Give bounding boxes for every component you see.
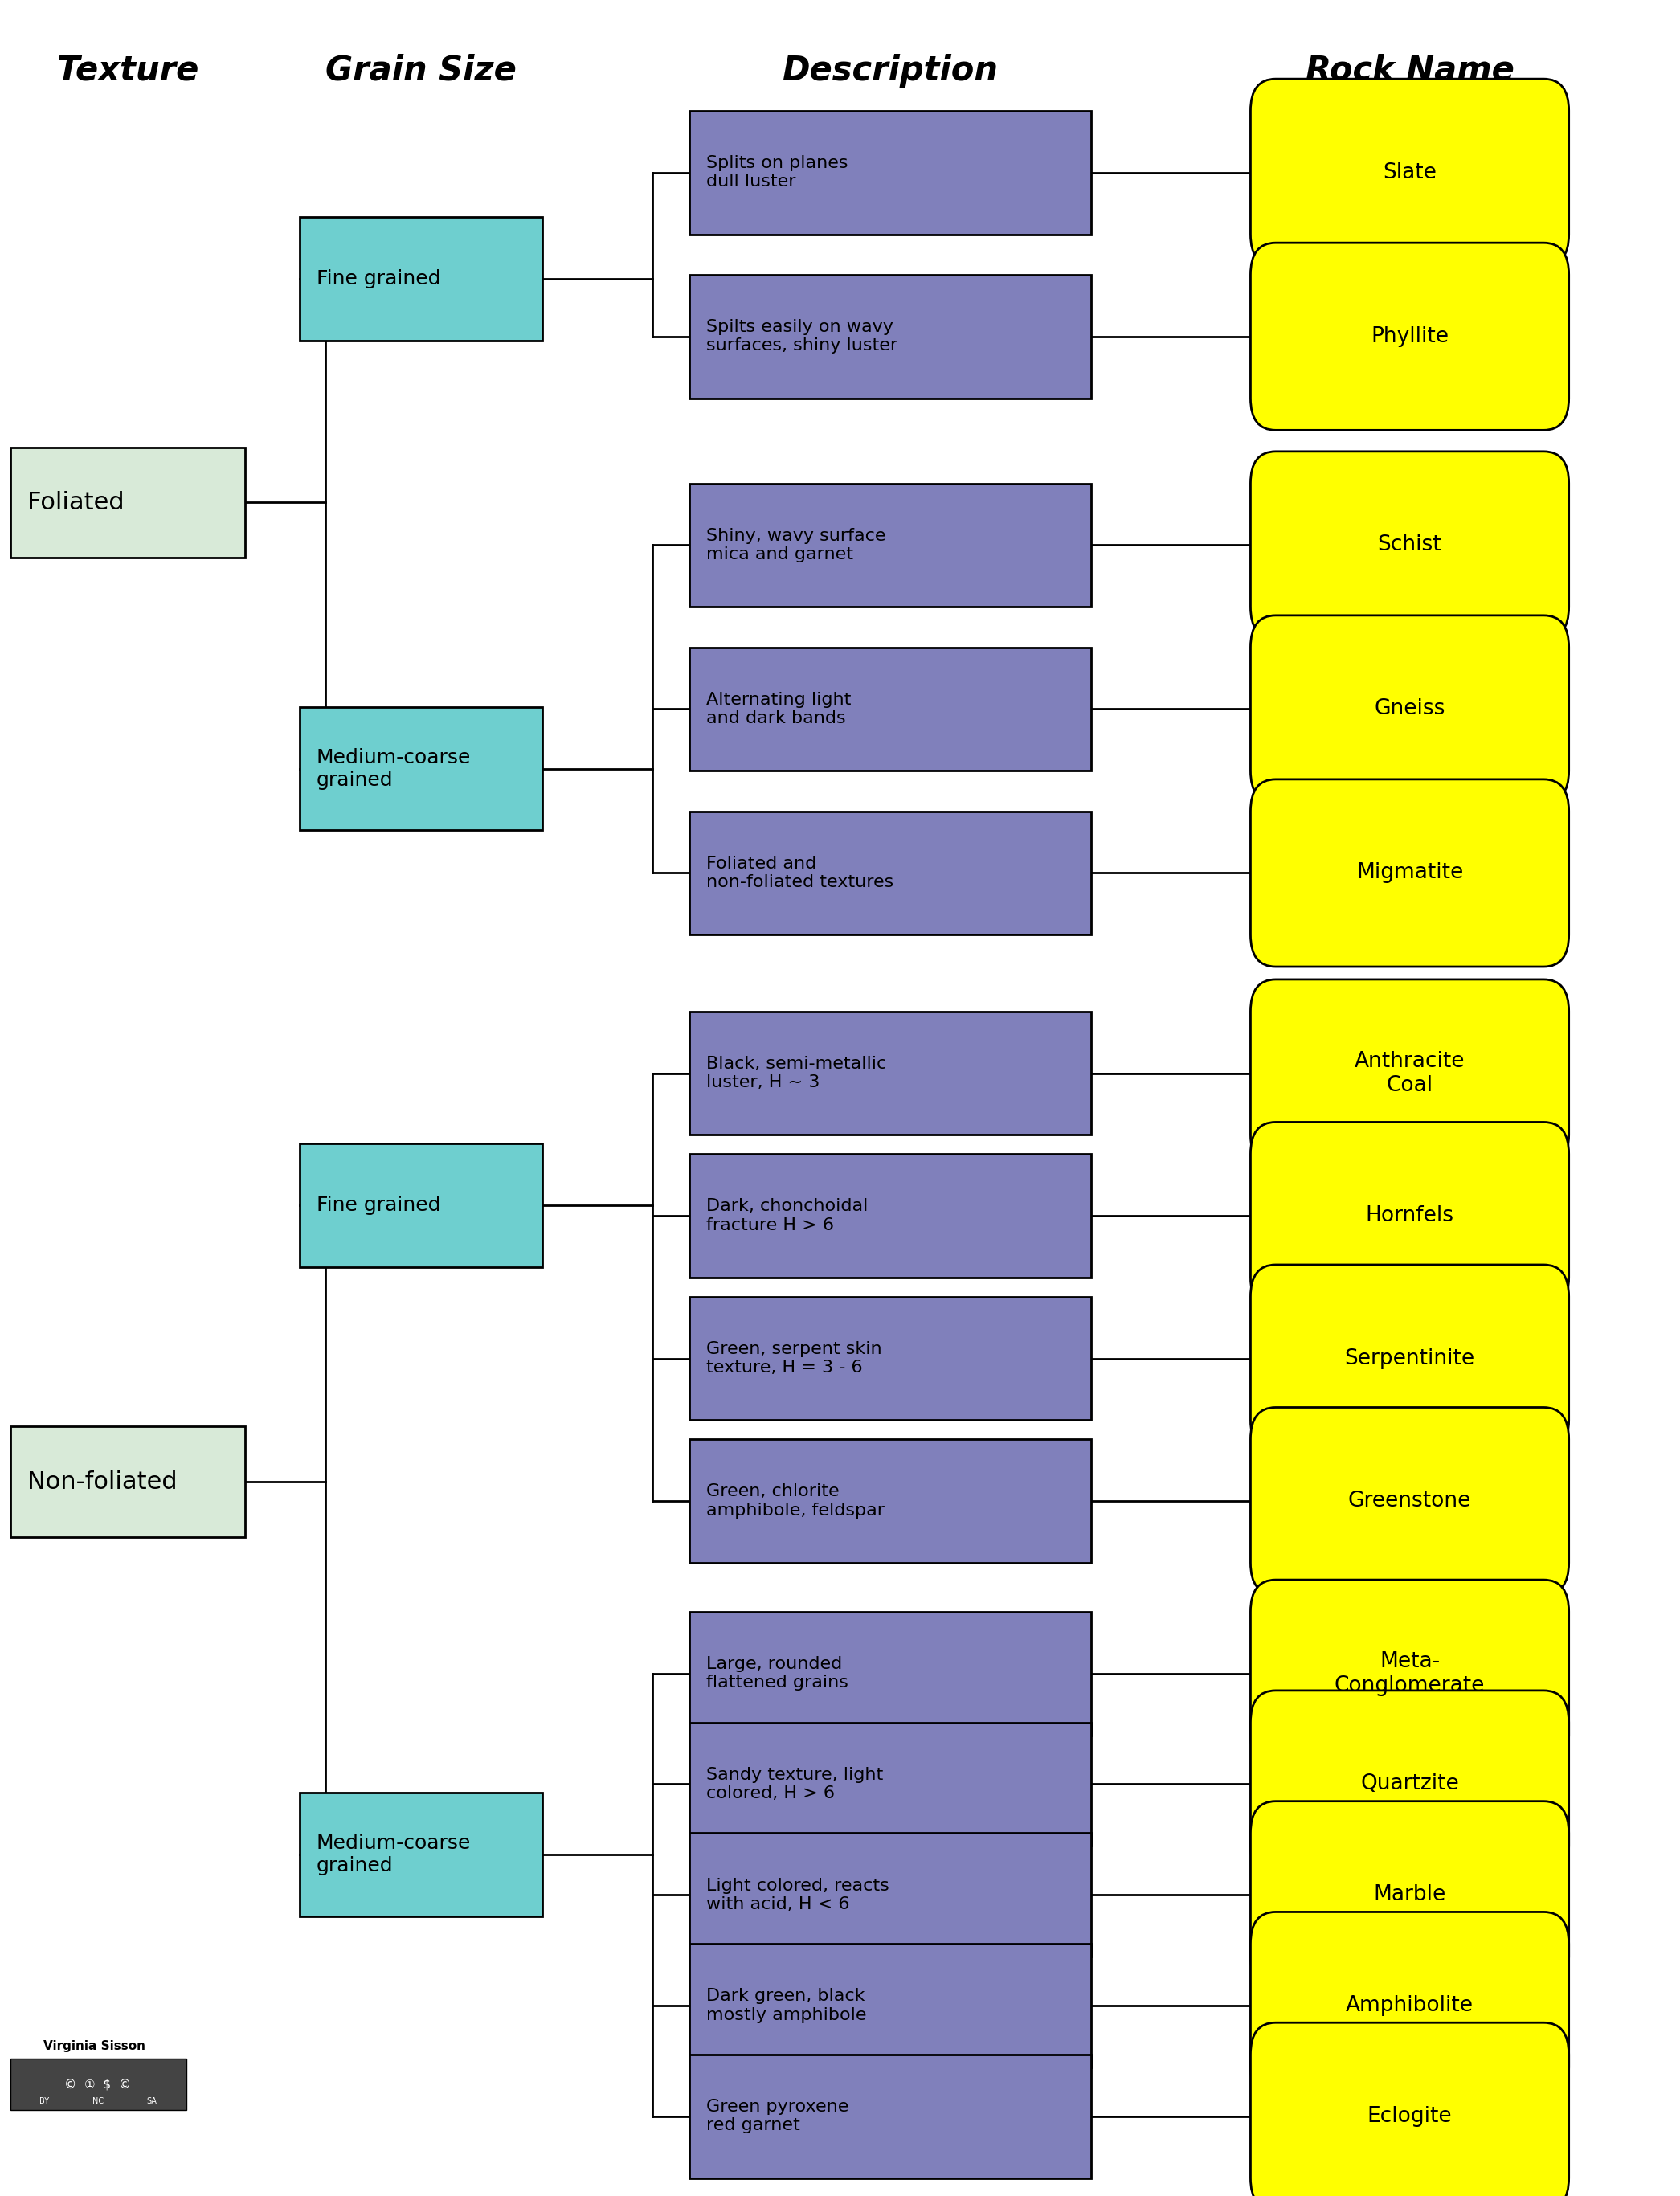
Text: BY: BY	[39, 2097, 49, 2106]
Text: Sandy texture, light
colored, H > 6: Sandy texture, light colored, H > 6	[706, 1768, 884, 1801]
Text: Greenstone: Greenstone	[1347, 1491, 1472, 1511]
Text: Green pyroxene
red garnet: Green pyroxene red garnet	[706, 2099, 848, 2135]
FancyBboxPatch shape	[689, 274, 1092, 397]
Text: Shiny, wavy surface
mica and garnet: Shiny, wavy surface mica and garnet	[706, 527, 885, 562]
Text: Green, chlorite
amphibole, feldspar: Green, chlorite amphibole, feldspar	[706, 1484, 884, 1517]
FancyBboxPatch shape	[689, 1834, 1092, 1957]
Text: Phyllite: Phyllite	[1371, 325, 1448, 347]
FancyBboxPatch shape	[689, 2055, 1092, 2178]
FancyBboxPatch shape	[299, 217, 543, 340]
FancyBboxPatch shape	[689, 648, 1092, 771]
Text: Spilts easily on wavy
surfaces, shiny luster: Spilts easily on wavy surfaces, shiny lu…	[706, 318, 897, 354]
FancyBboxPatch shape	[1250, 1913, 1569, 2099]
FancyBboxPatch shape	[10, 2060, 186, 2110]
FancyBboxPatch shape	[299, 707, 543, 830]
FancyBboxPatch shape	[689, 1296, 1092, 1421]
Text: Schist: Schist	[1378, 534, 1441, 556]
Text: Dark green, black
mostly amphibole: Dark green, black mostly amphibole	[706, 1987, 867, 2023]
Text: Non-foliated: Non-foliated	[27, 1469, 178, 1493]
Text: Quartzite: Quartzite	[1361, 1774, 1458, 1794]
Text: Slate: Slate	[1383, 163, 1436, 182]
Text: Light colored, reacts
with acid, H < 6: Light colored, reacts with acid, H < 6	[706, 1878, 889, 1913]
Text: Marble: Marble	[1374, 1884, 1446, 1906]
FancyBboxPatch shape	[689, 810, 1092, 935]
FancyBboxPatch shape	[1250, 79, 1569, 266]
Text: NC: NC	[92, 2097, 104, 2106]
FancyBboxPatch shape	[1250, 244, 1569, 430]
Text: Foliated and
non-foliated textures: Foliated and non-foliated textures	[706, 856, 894, 889]
FancyBboxPatch shape	[1250, 2023, 1569, 2196]
FancyBboxPatch shape	[1250, 1579, 1569, 1768]
Text: Anthracite
Coal: Anthracite Coal	[1354, 1050, 1465, 1096]
FancyBboxPatch shape	[1250, 780, 1569, 966]
FancyBboxPatch shape	[689, 483, 1092, 606]
FancyBboxPatch shape	[1250, 1801, 1569, 1990]
Text: Eclogite: Eclogite	[1368, 2106, 1452, 2126]
FancyBboxPatch shape	[689, 1722, 1092, 1847]
Text: Dark, chonchoidal
fracture H > 6: Dark, chonchoidal fracture H > 6	[706, 1199, 869, 1234]
Text: Rock Name: Rock Name	[1305, 53, 1514, 88]
FancyBboxPatch shape	[1250, 1408, 1569, 1594]
Text: SA: SA	[146, 2097, 156, 2106]
FancyBboxPatch shape	[299, 1144, 543, 1267]
Text: ©  ①  $  ©: © ① $ ©	[64, 2077, 131, 2091]
Text: Fine grained: Fine grained	[316, 270, 440, 288]
Text: Green, serpent skin
texture, H = 3 - 6: Green, serpent skin texture, H = 3 - 6	[706, 1342, 882, 1375]
FancyBboxPatch shape	[689, 110, 1092, 235]
Text: Serpentinite: Serpentinite	[1344, 1348, 1475, 1368]
Text: Gneiss: Gneiss	[1374, 698, 1445, 720]
FancyBboxPatch shape	[1250, 452, 1569, 639]
Text: Meta-
Conglomerate: Meta- Conglomerate	[1334, 1651, 1485, 1695]
Text: Foliated: Foliated	[27, 492, 124, 514]
FancyBboxPatch shape	[1250, 1265, 1569, 1452]
Text: Description: Description	[783, 53, 998, 88]
Text: Fine grained: Fine grained	[316, 1195, 440, 1214]
Text: Splits on planes
dull luster: Splits on planes dull luster	[706, 156, 848, 189]
Text: Grain Size: Grain Size	[326, 53, 517, 88]
Text: Amphibolite: Amphibolite	[1346, 1996, 1473, 2016]
Text: Migmatite: Migmatite	[1356, 863, 1463, 883]
FancyBboxPatch shape	[689, 1438, 1092, 1564]
Text: Medium-coarse
grained: Medium-coarse grained	[316, 1834, 470, 1875]
Text: Hornfels: Hornfels	[1366, 1206, 1453, 1225]
FancyBboxPatch shape	[1250, 979, 1569, 1166]
FancyBboxPatch shape	[1250, 1122, 1569, 1309]
FancyBboxPatch shape	[689, 1012, 1092, 1135]
FancyBboxPatch shape	[689, 1612, 1092, 1735]
FancyBboxPatch shape	[1250, 1691, 1569, 1878]
FancyBboxPatch shape	[689, 1155, 1092, 1278]
Text: Texture: Texture	[57, 53, 198, 88]
Text: Medium-coarse
grained: Medium-coarse grained	[316, 749, 470, 791]
Text: Large, rounded
flattened grains: Large, rounded flattened grains	[706, 1656, 848, 1691]
FancyBboxPatch shape	[299, 1792, 543, 1917]
Text: Virginia Sisson: Virginia Sisson	[44, 2040, 146, 2051]
FancyBboxPatch shape	[689, 1943, 1092, 2066]
Text: Alternating light
and dark bands: Alternating light and dark bands	[706, 692, 850, 727]
FancyBboxPatch shape	[10, 448, 245, 558]
FancyBboxPatch shape	[1250, 615, 1569, 804]
Text: Black, semi-metallic
luster, H ~ 3: Black, semi-metallic luster, H ~ 3	[706, 1056, 885, 1091]
FancyBboxPatch shape	[10, 1427, 245, 1537]
